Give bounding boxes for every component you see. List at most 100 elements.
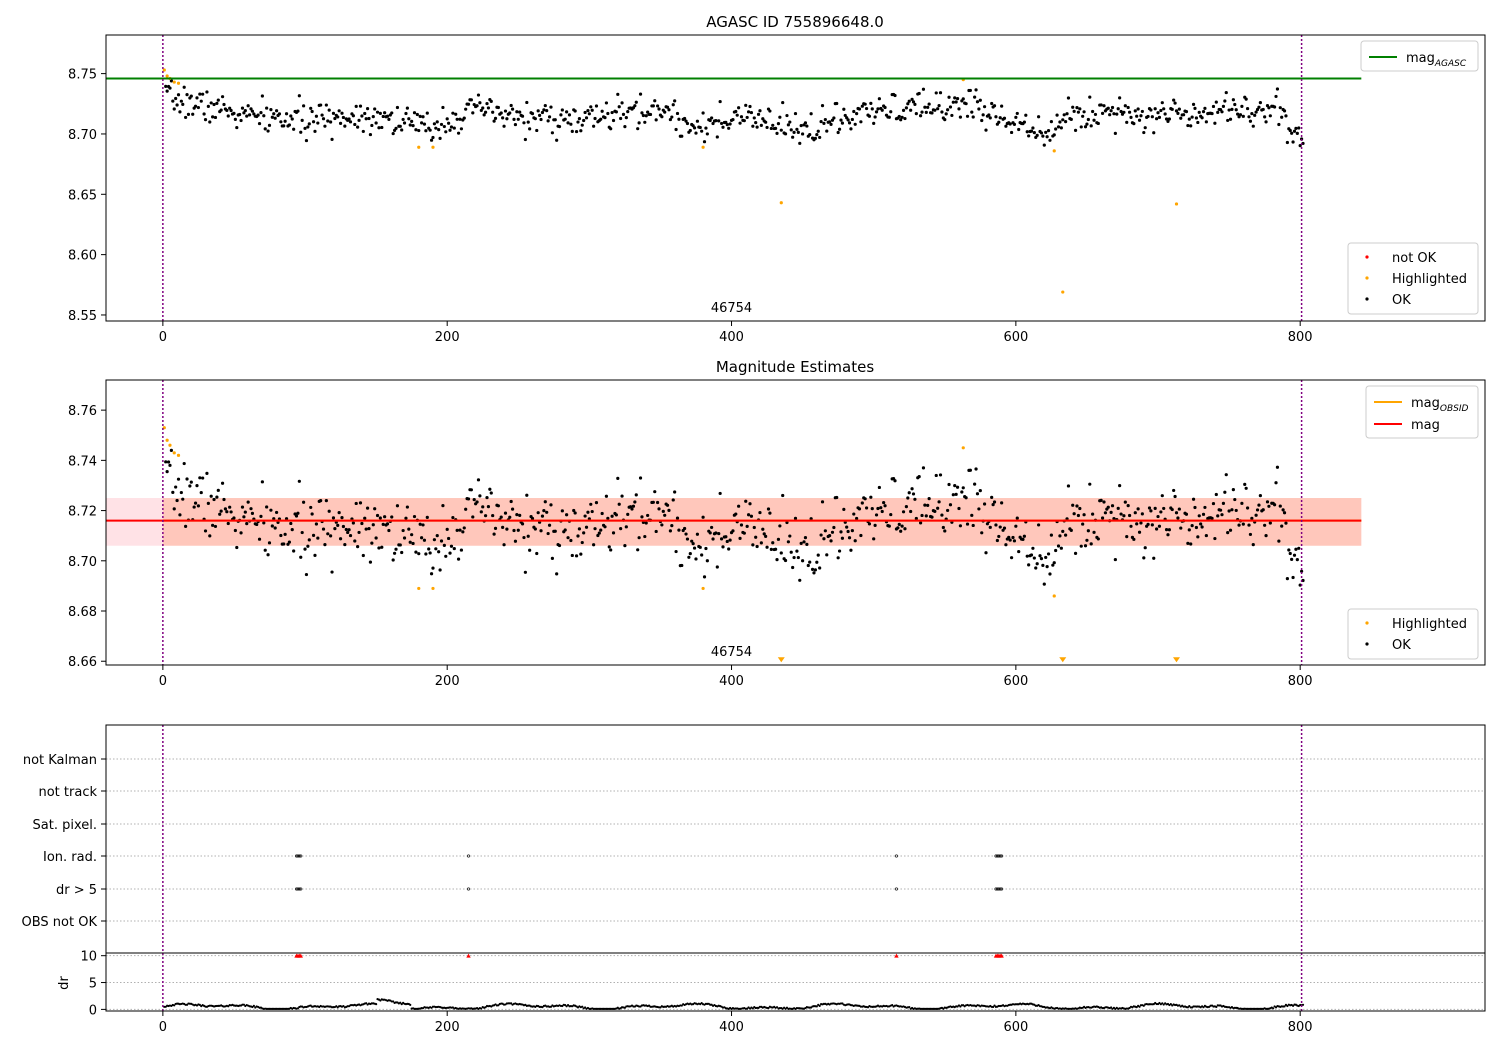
ok-point	[481, 106, 485, 110]
ok-point	[911, 100, 916, 104]
ok-point	[901, 510, 906, 514]
ok-point	[1022, 120, 1026, 124]
ok-point	[698, 125, 702, 130]
ok-point	[171, 490, 175, 494]
ok-point	[974, 467, 978, 471]
ok-point	[569, 122, 573, 126]
ok-point	[185, 93, 189, 97]
ok-point	[338, 537, 343, 541]
ok-point	[946, 108, 950, 112]
ok-point	[926, 503, 930, 507]
ok-point	[1076, 110, 1081, 114]
ok-point	[1118, 484, 1122, 488]
ok-point	[749, 514, 754, 518]
flag-marker	[894, 854, 898, 858]
ok-point	[906, 102, 910, 106]
ok-point	[1287, 548, 1291, 552]
ok-point	[745, 115, 749, 120]
dr-point	[252, 1004, 255, 1007]
ok-point	[289, 114, 293, 118]
ok-point	[651, 500, 655, 504]
ok-point	[287, 123, 291, 127]
dr-point	[400, 1003, 403, 1006]
ok-point	[523, 570, 527, 574]
ok-point	[209, 494, 213, 498]
ok-point	[536, 109, 540, 113]
ok-point	[226, 114, 230, 118]
ok-point	[479, 108, 483, 113]
ok-point	[714, 531, 718, 535]
ok-point	[213, 524, 218, 529]
ok-point	[464, 507, 468, 511]
ok-point	[943, 529, 947, 533]
dr-ytick-label: 10	[80, 950, 97, 965]
ok-point	[589, 105, 593, 109]
ok-point	[1073, 551, 1078, 555]
ok-point	[819, 533, 823, 537]
ok-point	[347, 528, 351, 532]
ok-point	[731, 117, 735, 122]
dr-point	[1215, 1005, 1218, 1009]
ok-point	[1055, 113, 1059, 117]
ok-point	[1263, 115, 1267, 119]
ok-point	[580, 123, 584, 127]
ok-point	[212, 102, 216, 107]
ok-point	[374, 121, 378, 125]
ok-point	[759, 123, 763, 127]
ok-point	[505, 527, 509, 531]
ok-point	[728, 122, 732, 126]
ok-point	[1100, 111, 1105, 115]
ok-point	[619, 527, 623, 531]
ok-point	[809, 517, 813, 521]
ok-point	[186, 112, 191, 116]
ok-point	[879, 506, 883, 510]
highlighted-point	[417, 586, 421, 591]
ok-point	[626, 512, 630, 516]
ok-point	[1213, 121, 1217, 125]
ok-point	[954, 100, 958, 104]
ok-point	[189, 480, 193, 484]
ok-point	[589, 502, 593, 506]
ok-point	[370, 541, 374, 545]
ok-point	[776, 537, 781, 541]
ok-point	[307, 122, 311, 126]
ok-point	[694, 557, 698, 561]
ok-point	[766, 507, 771, 511]
dr-point	[767, 1006, 770, 1010]
ok-point	[975, 100, 980, 104]
ok-point	[385, 114, 390, 118]
ok-point	[485, 495, 489, 500]
ok-point	[1221, 501, 1226, 505]
ok-point	[259, 111, 263, 115]
ok-point	[164, 84, 168, 88]
ok-point	[448, 551, 452, 555]
ok-point	[798, 578, 802, 582]
ok-point	[1008, 122, 1012, 126]
ok-point	[270, 115, 274, 119]
ok-point	[668, 529, 672, 533]
ok-point	[958, 524, 963, 528]
ok-point	[235, 125, 239, 130]
ok-point	[206, 501, 210, 506]
ok-point	[208, 534, 212, 538]
dr-point	[375, 1002, 378, 1006]
ok-point	[633, 500, 637, 504]
ok-point	[597, 531, 601, 535]
ok-point	[1203, 505, 1207, 510]
ok-point	[250, 511, 255, 515]
ok-point	[417, 552, 421, 556]
ok-point	[1039, 557, 1044, 561]
ok-point	[788, 120, 792, 124]
ok-point	[654, 118, 658, 122]
ok-point	[321, 527, 326, 531]
ok-point	[899, 529, 903, 533]
ok-point	[705, 559, 709, 563]
flags-plot-frame	[105, 724, 1486, 1012]
ok-point	[193, 501, 198, 505]
ok-point	[1054, 548, 1058, 553]
ok-point	[515, 513, 519, 517]
ok-point	[583, 110, 587, 115]
ok-point	[452, 546, 456, 551]
offscale-highlighted-marker	[1059, 657, 1067, 663]
ok-point	[799, 541, 803, 545]
